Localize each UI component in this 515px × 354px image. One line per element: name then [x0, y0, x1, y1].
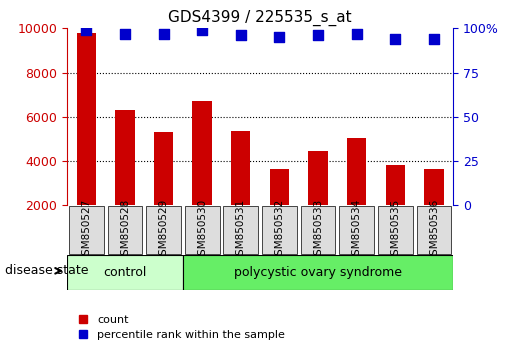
Point	[275, 34, 283, 40]
Text: GSM850531: GSM850531	[236, 199, 246, 262]
Bar	[154, 132, 173, 250]
Text: GSM850536: GSM850536	[429, 199, 439, 262]
Text: polycystic ovary syndrome: polycystic ovary syndrome	[234, 266, 402, 279]
Point	[430, 36, 438, 42]
FancyBboxPatch shape	[301, 206, 335, 254]
FancyBboxPatch shape	[185, 206, 219, 254]
Bar	[77, 33, 96, 250]
FancyBboxPatch shape	[146, 206, 181, 254]
Legend: count, percentile rank within the sample: count, percentile rank within the sample	[73, 310, 289, 345]
FancyBboxPatch shape	[262, 206, 297, 254]
Text: GSM850532: GSM850532	[274, 199, 284, 262]
Bar	[115, 110, 134, 250]
Point	[236, 33, 245, 38]
Text: GSM850534: GSM850534	[352, 199, 362, 262]
Bar	[270, 169, 289, 250]
Bar	[231, 131, 250, 250]
FancyBboxPatch shape	[339, 206, 374, 254]
Bar	[347, 138, 366, 250]
Text: disease state: disease state	[5, 264, 89, 277]
FancyBboxPatch shape	[224, 206, 258, 254]
Point	[314, 33, 322, 38]
FancyBboxPatch shape	[108, 206, 142, 254]
Point	[121, 31, 129, 36]
FancyBboxPatch shape	[69, 206, 104, 254]
Title: GDS4399 / 225535_s_at: GDS4399 / 225535_s_at	[168, 9, 352, 25]
FancyBboxPatch shape	[417, 206, 451, 254]
FancyBboxPatch shape	[67, 255, 183, 290]
Point	[391, 36, 400, 42]
Text: GSM850529: GSM850529	[159, 199, 168, 262]
FancyBboxPatch shape	[183, 255, 453, 290]
Bar	[424, 169, 443, 250]
Text: GSM850535: GSM850535	[390, 199, 400, 262]
Text: GSM850528: GSM850528	[120, 199, 130, 262]
Text: GSM850527: GSM850527	[81, 199, 91, 262]
Text: control: control	[103, 266, 147, 279]
Point	[352, 31, 360, 36]
Point	[82, 27, 91, 33]
FancyBboxPatch shape	[378, 206, 413, 254]
Point	[198, 27, 206, 33]
Text: GSM850533: GSM850533	[313, 199, 323, 262]
Text: GSM850530: GSM850530	[197, 199, 207, 262]
Bar	[308, 151, 328, 250]
Bar	[193, 101, 212, 250]
Point	[159, 31, 167, 36]
Bar	[386, 166, 405, 250]
